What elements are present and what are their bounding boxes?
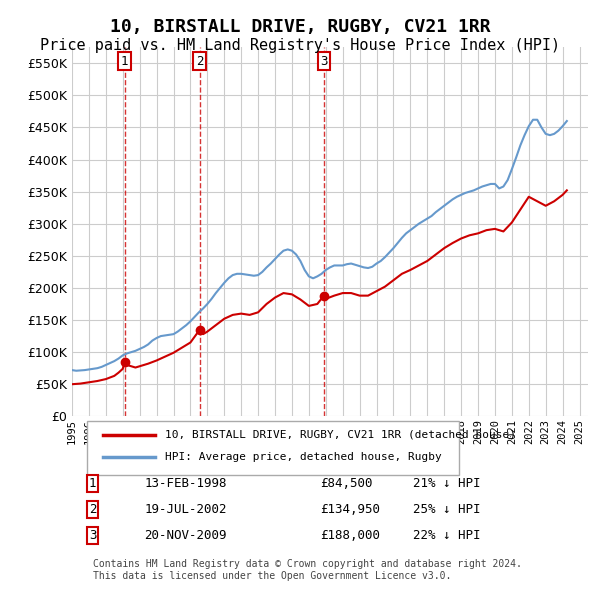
Text: £188,000: £188,000 <box>320 529 380 542</box>
Text: HPI: Average price, detached house, Rugby: HPI: Average price, detached house, Rugb… <box>165 451 442 461</box>
Text: Price paid vs. HM Land Registry's House Price Index (HPI): Price paid vs. HM Land Registry's House … <box>40 38 560 53</box>
Text: 25% ↓ HPI: 25% ↓ HPI <box>413 503 480 516</box>
Text: 3: 3 <box>89 529 97 542</box>
Text: £84,500: £84,500 <box>320 477 372 490</box>
Text: 2: 2 <box>89 503 97 516</box>
Text: 1: 1 <box>121 55 128 68</box>
Text: 21% ↓ HPI: 21% ↓ HPI <box>413 477 480 490</box>
Text: 10, BIRSTALL DRIVE, RUGBY, CV21 1RR (detached house): 10, BIRSTALL DRIVE, RUGBY, CV21 1RR (det… <box>165 430 516 440</box>
Text: 1: 1 <box>89 477 97 490</box>
Text: Contains HM Land Registry data © Crown copyright and database right 2024.
This d: Contains HM Land Registry data © Crown c… <box>92 559 521 581</box>
Text: 13-FEB-1998: 13-FEB-1998 <box>144 477 227 490</box>
Text: 10, BIRSTALL DRIVE, RUGBY, CV21 1RR: 10, BIRSTALL DRIVE, RUGBY, CV21 1RR <box>110 18 490 36</box>
Text: 20-NOV-2009: 20-NOV-2009 <box>144 529 227 542</box>
Text: 22% ↓ HPI: 22% ↓ HPI <box>413 529 480 542</box>
Text: 19-JUL-2002: 19-JUL-2002 <box>144 503 227 516</box>
FancyBboxPatch shape <box>88 421 459 475</box>
Text: £134,950: £134,950 <box>320 503 380 516</box>
Text: 2: 2 <box>196 55 203 68</box>
Text: 3: 3 <box>320 55 328 68</box>
